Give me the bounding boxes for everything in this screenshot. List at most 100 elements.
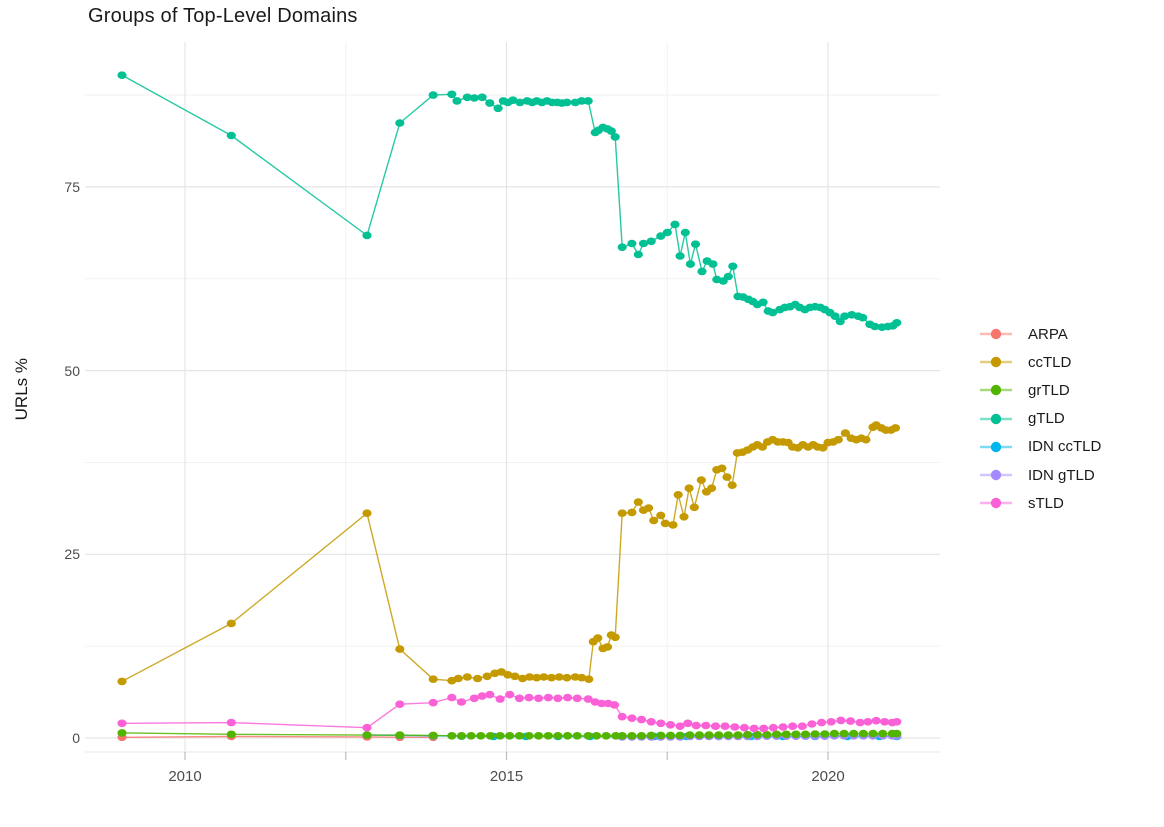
- legend-key-icon: [980, 328, 1012, 340]
- data-point: [524, 732, 534, 740]
- data-point: [739, 723, 750, 732]
- data-point: [863, 718, 873, 726]
- data-point: [554, 673, 564, 681]
- series-line: [121, 735, 434, 738]
- data-point: [606, 127, 616, 135]
- data-point: [817, 718, 827, 727]
- data-point: [505, 690, 515, 699]
- data-point: [395, 119, 405, 127]
- data-point: [858, 313, 868, 322]
- y-tick-label: 25: [64, 546, 80, 563]
- data-point: [514, 694, 525, 703]
- data-point: [602, 643, 613, 651]
- y-axis-title: URLs %: [12, 358, 31, 421]
- data-point: [797, 722, 807, 730]
- data-point: [515, 98, 525, 107]
- data-point: [453, 674, 463, 683]
- data-point: [791, 730, 801, 739]
- data-point: [636, 732, 647, 740]
- data-point: [572, 694, 582, 703]
- data-point: [583, 732, 593, 740]
- data-point: [830, 312, 840, 321]
- data-point: [636, 715, 647, 724]
- data-point: [362, 231, 372, 240]
- legend-key-icon: [980, 498, 1012, 509]
- data-point: [646, 237, 656, 246]
- legend-key-dot: [990, 357, 1002, 368]
- data-point: [532, 673, 542, 682]
- data-point: [723, 272, 733, 281]
- data-point: [673, 491, 683, 499]
- data-point: [395, 645, 405, 653]
- data-point: [609, 701, 620, 709]
- data-point: [656, 731, 666, 740]
- data-point: [679, 513, 689, 521]
- data-point: [826, 718, 836, 726]
- data-point: [685, 731, 695, 739]
- data-point: [717, 464, 727, 473]
- data-point: [849, 729, 859, 738]
- data-point: [646, 731, 656, 740]
- data-point: [646, 718, 656, 726]
- data-point: [833, 435, 843, 444]
- data-point: [845, 717, 856, 725]
- data-point: [452, 97, 462, 105]
- x-tick-label: 2020: [811, 768, 845, 785]
- data-point: [525, 673, 535, 681]
- data-point: [476, 732, 486, 740]
- data-point: [362, 723, 372, 732]
- data-point: [226, 730, 236, 739]
- data-point: [563, 732, 573, 740]
- data-point: [477, 93, 487, 102]
- data-point: [117, 719, 127, 728]
- y-tick-label: 75: [64, 178, 80, 195]
- legend-item-gtld: gTLD: [978, 405, 1101, 433]
- data-point: [758, 298, 768, 307]
- legend-key-dot: [990, 413, 1002, 424]
- data-point: [510, 672, 520, 681]
- legend-label: ARPA: [1028, 325, 1068, 343]
- data-point: [644, 504, 654, 512]
- series-line: [121, 424, 896, 683]
- data-point: [656, 719, 666, 728]
- data-point: [714, 731, 724, 739]
- data-point: [772, 730, 782, 739]
- legend-key-dot: [990, 441, 1002, 453]
- data-point: [752, 730, 762, 739]
- data-point: [447, 732, 457, 740]
- data-point: [697, 267, 707, 276]
- data-point: [617, 509, 627, 517]
- data-point: [781, 730, 791, 739]
- series-grtld: [117, 729, 902, 740]
- data-point: [878, 729, 888, 738]
- data-point: [861, 435, 871, 444]
- data-point: [362, 509, 372, 517]
- data-point: [617, 243, 627, 251]
- data-point: [722, 473, 732, 481]
- data-point: [469, 94, 479, 102]
- data-point: [710, 722, 721, 730]
- data-point: [508, 96, 518, 104]
- data-point: [583, 97, 593, 105]
- series-line: [121, 693, 897, 730]
- data-point: [428, 91, 438, 99]
- data-point: [768, 723, 778, 732]
- data-point: [553, 732, 563, 740]
- y-tick-label: 50: [64, 362, 80, 379]
- data-point: [656, 511, 666, 520]
- chart-title: Groups of Top-Level Domains: [88, 5, 358, 27]
- data-point: [840, 429, 851, 437]
- data-point: [611, 732, 621, 740]
- data-point: [707, 484, 717, 493]
- legend-key-icon: [980, 413, 1012, 424]
- data-point: [727, 481, 737, 490]
- data-point: [469, 694, 479, 703]
- data-point: [226, 718, 236, 727]
- data-point: [690, 240, 701, 248]
- data-point: [759, 724, 769, 733]
- data-point: [839, 729, 849, 738]
- series-gtld: [117, 71, 902, 332]
- data-point: [757, 443, 768, 451]
